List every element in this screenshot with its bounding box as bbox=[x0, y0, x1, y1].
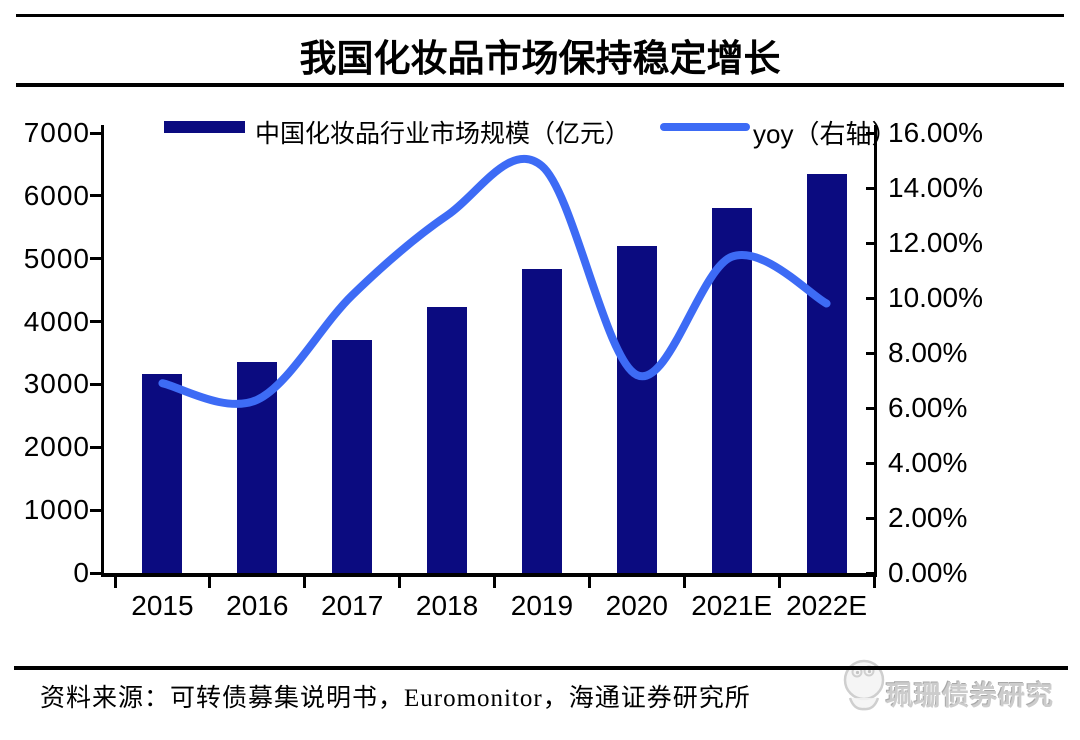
left-axis-tick-label: 6000 bbox=[23, 179, 90, 211]
x-axis-category-label: 2017 bbox=[321, 590, 384, 621]
bar-2019 bbox=[521, 269, 562, 573]
right-axis-spine bbox=[874, 125, 877, 577]
x-axis-category-label: 2021E bbox=[691, 590, 773, 621]
left-axis-tick-label: 7000 bbox=[23, 117, 90, 148]
left-axis-tick bbox=[90, 194, 101, 198]
x-axis-category-label: 2016 bbox=[226, 590, 289, 621]
right-axis-tick-label: 10.00% bbox=[888, 282, 983, 313]
yoy-line bbox=[158, 154, 831, 408]
right-axis-tick bbox=[866, 461, 875, 465]
x-axis-tick bbox=[398, 577, 402, 588]
x-axis-category-label: 2019 bbox=[510, 590, 574, 621]
bar-2020 bbox=[616, 246, 657, 573]
x-axis-line bbox=[101, 573, 877, 577]
yoy-line-layer bbox=[158, 154, 831, 408]
left-axis-tick-label: 2000 bbox=[23, 431, 90, 463]
left-axis-tick-label: 1000 bbox=[23, 494, 90, 526]
x-axis-category-label: 2022E bbox=[786, 590, 868, 621]
legend-line-swatch-icon bbox=[660, 123, 750, 131]
left-axis-tick-label: 3000 bbox=[23, 368, 90, 400]
chart-title: 我国化妆品市场保持稳定增长 bbox=[299, 39, 781, 80]
left-axis-tick bbox=[90, 571, 101, 575]
x-axis-tick bbox=[113, 577, 117, 588]
left-axis-tick-label: 5000 bbox=[23, 242, 90, 274]
source-divider-rule bbox=[14, 666, 1068, 670]
left-axis-tick bbox=[90, 257, 101, 261]
bar-2017 bbox=[332, 339, 373, 573]
x-axis-category-label: 2020 bbox=[605, 590, 668, 621]
bar-2015 bbox=[142, 373, 183, 573]
right-axis-tick-label: 4.00% bbox=[888, 447, 968, 478]
right-axis-tick bbox=[866, 351, 875, 355]
left-axis-tick-label: 4000 bbox=[23, 305, 90, 337]
x-axis-tick bbox=[587, 577, 591, 588]
right-axis-tick bbox=[866, 516, 875, 520]
x-axis-tick bbox=[208, 577, 212, 588]
right-axis-tick bbox=[866, 131, 875, 135]
right-axis-tick-label: 14.00% bbox=[888, 172, 983, 203]
right-axis-tick bbox=[866, 571, 875, 575]
right-axis-tick bbox=[866, 241, 875, 245]
source-note: 资料来源：可转债募集说明书，Euromonitor，海通证券研究所 bbox=[40, 685, 751, 712]
legend-bar-swatch-icon bbox=[164, 121, 245, 133]
left-axis-tick bbox=[90, 382, 101, 386]
right-axis-tick bbox=[866, 296, 875, 300]
left-axis-tick-label: 0 bbox=[73, 557, 90, 588]
x-axis-tick bbox=[493, 577, 496, 588]
x-axis-tick bbox=[682, 577, 686, 588]
left-axis-tick bbox=[90, 131, 101, 135]
x-axis-tick bbox=[303, 577, 307, 588]
watermark-text: 珮珊债券研究 bbox=[886, 681, 1054, 711]
x-axis-tick bbox=[777, 577, 781, 588]
title-bottom-rule bbox=[16, 83, 1064, 87]
right-axis-tick-label: 2.00% bbox=[888, 502, 968, 533]
right-axis-tick bbox=[866, 186, 875, 190]
x-axis-category-label: 2018 bbox=[415, 590, 479, 621]
right-axis-tick-label: 16.00% bbox=[888, 117, 983, 148]
right-axis-tick bbox=[866, 406, 875, 410]
x-axis-tick bbox=[872, 577, 876, 588]
left-axis-spine bbox=[101, 125, 104, 577]
bar-2018 bbox=[427, 307, 468, 573]
right-axis-tick-label: 6.00% bbox=[888, 392, 968, 423]
right-axis-tick-label: 12.00% bbox=[888, 227, 983, 258]
left-axis-tick bbox=[90, 320, 101, 324]
x-axis-category-label: 2015 bbox=[131, 590, 194, 621]
left-axis-tick bbox=[90, 445, 101, 449]
title-top-rule bbox=[16, 14, 1064, 17]
right-axis-tick-label: 0.00% bbox=[888, 557, 968, 588]
right-axis-tick-label: 8.00% bbox=[888, 337, 968, 368]
legend-bar-label: 中国化妆品行业市场规模（亿元） bbox=[255, 121, 631, 148]
left-axis-tick bbox=[90, 508, 101, 512]
bar-2022E bbox=[806, 173, 847, 573]
